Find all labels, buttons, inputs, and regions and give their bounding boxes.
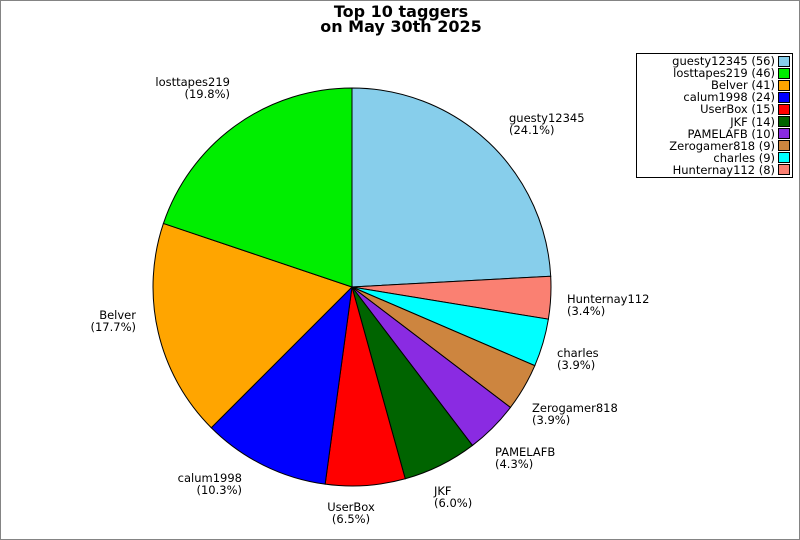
slice-label-calum1998: calum1998 (10.3%) — [177, 471, 242, 497]
slice-label-belver: Belver (17.7%) — [90, 308, 136, 334]
legend-swatch — [778, 116, 790, 128]
chart-title-line2: on May 30th 2025 — [320, 17, 482, 36]
legend-item: guesty12345 (56) — [639, 55, 790, 67]
legend-item: Hunternay112 (8) — [639, 164, 790, 176]
legend-label: guesty12345 (56) — [672, 54, 775, 69]
legend-item: losttapes219 (46) — [639, 67, 790, 79]
legend-item: Zerogamer818 (9) — [639, 140, 790, 152]
legend-swatch — [778, 152, 790, 164]
legend-label: calum1998 (24) — [683, 90, 775, 105]
pie-slice-calum1998 — [210, 285, 353, 485]
legend: guesty12345 (56) losttapes219 (46) Belve… — [636, 53, 793, 178]
legend-item: JKF (14) — [639, 114, 790, 129]
legend-item: UserBox (15) — [639, 103, 790, 115]
slice-label-charles: charles (3.9%) — [557, 346, 599, 372]
slice-label-guesty12345: guesty12345 (24.1%) — [509, 111, 585, 137]
legend-label: charles (9) — [713, 150, 775, 165]
legend-label: JKF (14) — [730, 114, 775, 129]
pie-slice-losttapes219 — [162, 87, 353, 288]
legend-label: Hunternay112 (8) — [672, 162, 775, 177]
legend-swatch — [778, 140, 790, 152]
legend-item: Belver (41) — [639, 79, 790, 91]
slice-label-pamelafb: PAMELAFB (4.3%) — [495, 445, 556, 471]
legend-item: charles (9) — [639, 152, 790, 164]
legend-swatch — [778, 67, 790, 79]
slice-label-losttapes219: losttapes219 (19.8%) — [155, 75, 230, 101]
legend-label: losttapes219 (46) — [673, 66, 775, 81]
slice-label-zerogamer818: Zerogamer818 (3.9%) — [532, 401, 618, 427]
slice-label-jkf: JKF (6.0%) — [434, 484, 473, 510]
legend-label: UserBox (15) — [700, 102, 775, 117]
chart-title: Top 10 taggers on May 30th 2025 — [1, 2, 799, 36]
legend-swatch — [778, 103, 790, 115]
legend-swatch — [778, 55, 790, 67]
legend-label: PAMELAFB (10) — [687, 126, 775, 141]
legend-swatch — [778, 91, 790, 103]
pie-slice-guesty12345 — [351, 87, 552, 288]
legend-swatch — [778, 128, 790, 140]
pie-slice-Belver — [152, 222, 353, 429]
legend-swatch — [778, 79, 790, 91]
legend-label: Belver (41) — [710, 78, 775, 93]
legend-item: PAMELAFB (10) — [639, 128, 790, 140]
slice-label-hunternay112: Hunternay112 (3.4%) — [567, 292, 650, 318]
legend-swatch — [778, 164, 790, 176]
legend-label: Zerogamer818 (9) — [669, 138, 775, 153]
chart-title-line1: Top 10 taggers — [333, 2, 469, 21]
legend-item: calum1998 (24) — [639, 91, 790, 103]
slice-label-userbox: UserBox (6.5%) — [327, 500, 375, 526]
